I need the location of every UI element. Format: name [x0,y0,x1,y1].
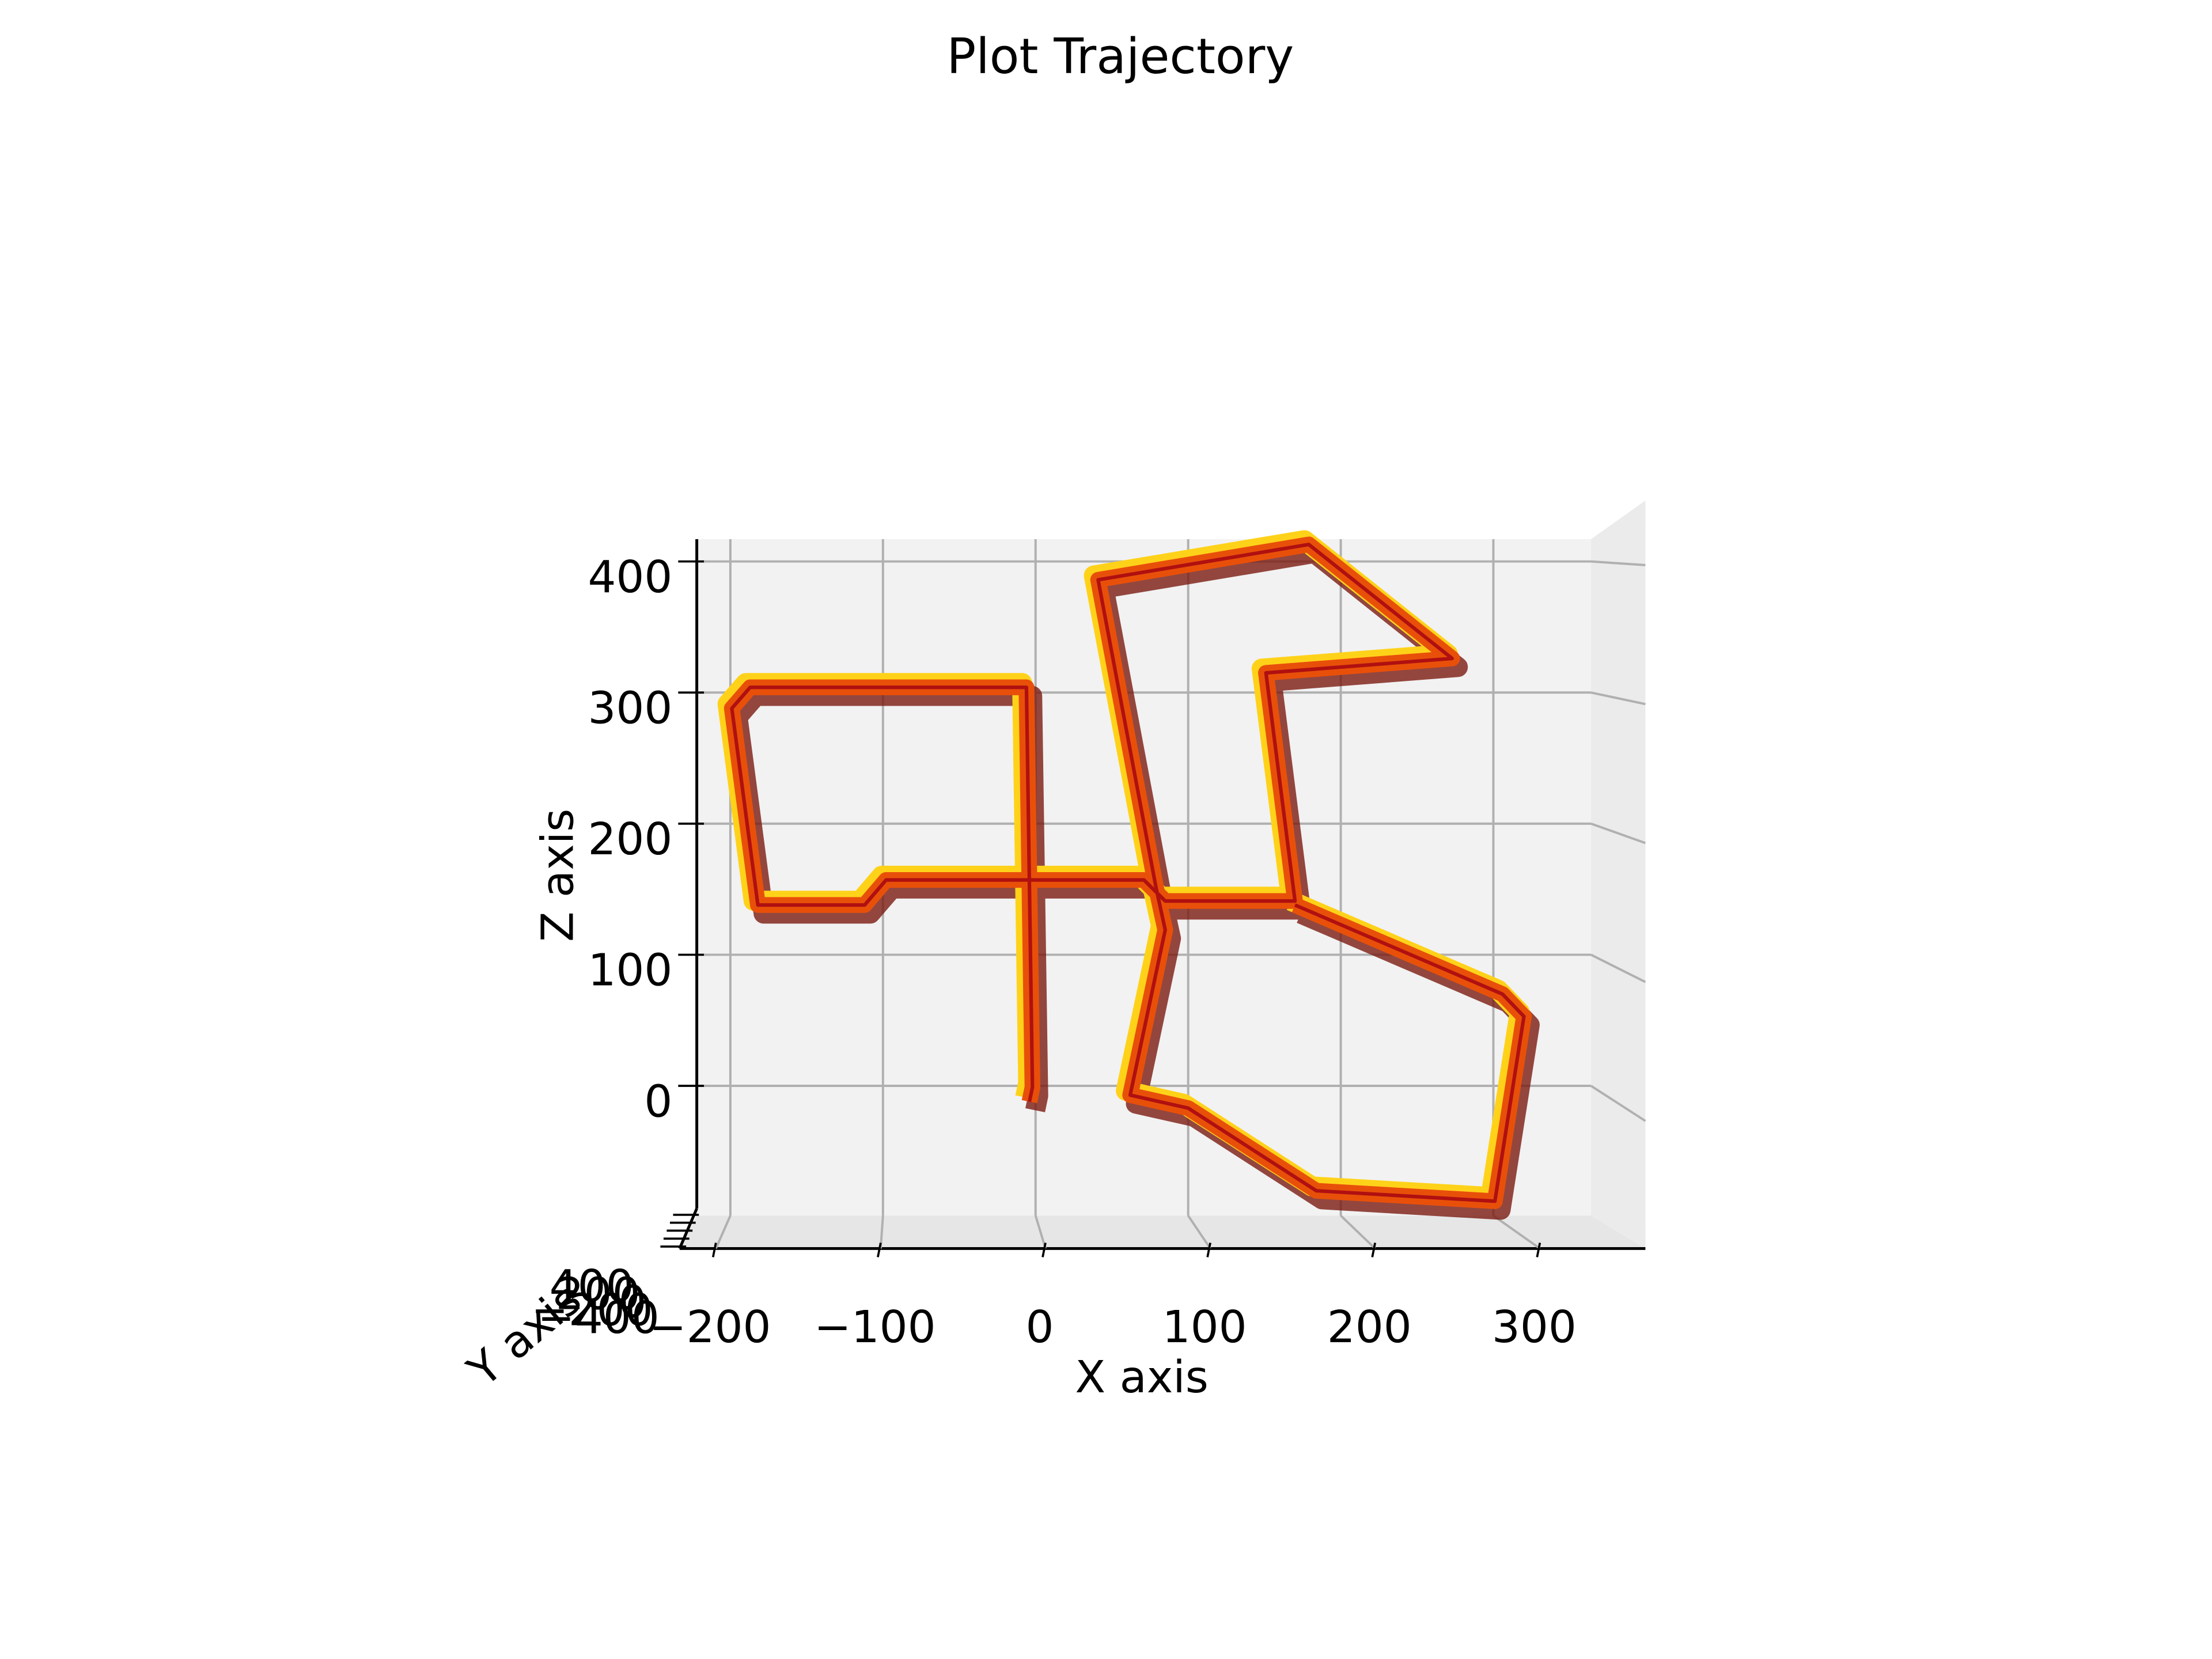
y-tick-label: 0 [619,1277,647,1328]
z-axis-label: Z axis [533,809,584,942]
trajectory-core [730,543,1526,1203]
tick-mark [1371,1243,1377,1257]
z-tick-label: 100 [588,945,672,997]
grid-line [714,1215,732,1249]
z-tick-label: 300 [588,683,672,734]
grid-line [1590,691,1646,706]
y-tick-label: −400 [537,1293,659,1344]
tick-mark [1041,1243,1047,1257]
grid-line [1034,1215,1047,1249]
grid-line [1340,1214,1376,1249]
x-axis-label: X axis [1075,1352,1208,1403]
z-tick-label: 200 [588,814,672,865]
grid-line [1590,953,1646,983]
x-tick-label: 300 [1492,1302,1577,1353]
tick-mark [877,1243,882,1257]
y-tick-label: 200 [556,1269,641,1320]
y-tick-label: 400 [550,1261,634,1312]
x-tick-label: 200 [1327,1302,1412,1353]
grid-line [1590,822,1646,844]
floor-pane [679,1215,1646,1249]
z-tick-label: 0 [644,1076,672,1127]
trajectory-shadow [728,543,1540,1220]
grid-line [1187,1215,1211,1249]
grid-line [1590,560,1646,567]
x-tick-label: −100 [814,1302,935,1353]
x-tick-label: 0 [1026,1302,1054,1353]
y-tick-label: −200 [531,1285,653,1336]
z-tick-label: 400 [588,552,672,603]
grid-line [1590,1085,1646,1122]
x-tick-label: −200 [649,1302,771,1353]
chart-title: Plot Trajectory [946,28,1294,85]
tick-mark [711,1243,717,1257]
tick-mark [1536,1243,1541,1257]
grid-line [1493,1214,1541,1250]
side-pane [1591,500,1646,1249]
tick-mark [1206,1243,1211,1257]
x-tick-label: 100 [1162,1302,1247,1353]
